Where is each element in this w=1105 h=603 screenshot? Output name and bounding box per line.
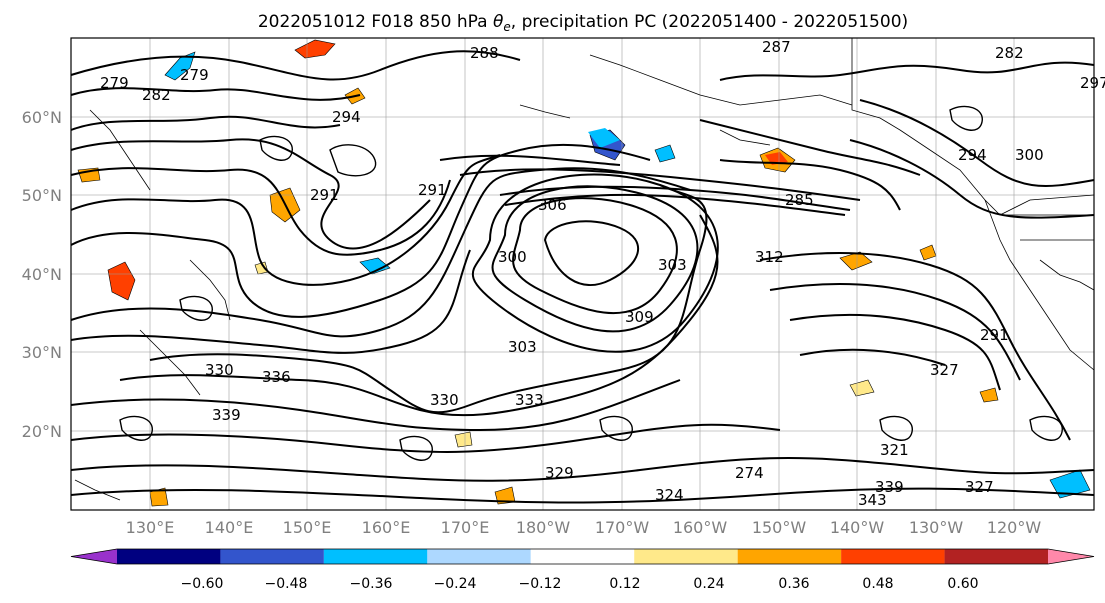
colorbar-tick-label: −0.12 bbox=[519, 576, 562, 592]
map-panel: 288 287 282 282 279 294 291 291 300 306 … bbox=[70, 37, 1105, 511]
contour-label: 297 bbox=[1080, 74, 1105, 92]
contour-label: 327 bbox=[965, 478, 994, 496]
contour-label: 300 bbox=[1015, 146, 1044, 164]
contour-label: 279 bbox=[100, 74, 129, 92]
contour-label: 291 bbox=[310, 186, 339, 204]
colorbar-cell bbox=[634, 549, 738, 564]
contour-label: 333 bbox=[515, 391, 544, 409]
contour-labels: 288 287 282 282 279 294 291 291 300 306 … bbox=[100, 38, 1105, 509]
contour-label: 303 bbox=[658, 256, 687, 274]
contour-label: 274 bbox=[735, 464, 764, 482]
colorbar-ticks: −0.60 −0.48 −0.36 −0.24 −0.12 0.12 0.24 … bbox=[181, 576, 979, 592]
precipitation-shading bbox=[77, 39, 1091, 507]
colorbar-cell bbox=[220, 549, 324, 564]
colorbar-tick-label: 0.60 bbox=[947, 576, 978, 592]
contour-label: 312 bbox=[755, 248, 784, 266]
colorbar-tick-label: −0.36 bbox=[350, 576, 393, 592]
longitude-label: 180°W bbox=[516, 518, 571, 537]
colorbar-cell bbox=[944, 549, 1048, 564]
colorbar-cell bbox=[323, 549, 428, 564]
figure-title: 2022051012 F018 850 hPa θe, precipitatio… bbox=[258, 12, 908, 34]
contour-label: 339 bbox=[875, 478, 904, 496]
colorbar-cell bbox=[71, 549, 117, 564]
contour-label: 336 bbox=[262, 368, 291, 386]
contour-label: 282 bbox=[142, 86, 171, 104]
longitude-label: 140°W bbox=[830, 518, 885, 537]
colorbar-tick-label: −0.48 bbox=[265, 576, 308, 592]
colorbar: −0.60 −0.48 −0.36 −0.24 −0.12 0.12 0.24 … bbox=[70, 548, 1095, 592]
longitude-label: 150°E bbox=[283, 518, 332, 537]
colorbar-tick-label: 0.48 bbox=[862, 576, 893, 592]
longitude-label: 130°E bbox=[126, 518, 175, 537]
contour-label: 294 bbox=[958, 146, 987, 164]
latitude-labels: 60°N 50°N 40°N 30°N 20°N bbox=[22, 108, 62, 441]
contour-label: 291 bbox=[418, 181, 447, 199]
longitude-labels: 130°E 140°E 150°E 160°E 170°E 180°W 170°… bbox=[126, 518, 1042, 537]
colorbar-cell bbox=[737, 549, 842, 564]
coastlines bbox=[74, 38, 1095, 501]
theta-e-contours bbox=[70, 50, 1095, 504]
contour-label: 343 bbox=[858, 491, 887, 509]
latitude-label: 60°N bbox=[22, 108, 62, 127]
contour-label: 303 bbox=[508, 338, 537, 356]
latitude-label: 30°N bbox=[22, 343, 62, 362]
colorbar-cell bbox=[841, 549, 945, 564]
contour-label: 339 bbox=[212, 406, 241, 424]
colorbar-tick-label: 0.36 bbox=[778, 576, 809, 592]
colorbar-tick-label: −0.24 bbox=[434, 576, 477, 592]
colorbar-tick-label: 0.24 bbox=[693, 576, 724, 592]
contour-label: 327 bbox=[930, 361, 959, 379]
longitude-label: 170°E bbox=[441, 518, 490, 537]
contour-label: 330 bbox=[430, 391, 459, 409]
gridlines bbox=[71, 38, 1094, 510]
colorbar-cell bbox=[530, 549, 635, 564]
contour-label: 324 bbox=[655, 486, 684, 504]
colorbar-cell bbox=[427, 549, 531, 564]
contour-label: 279 bbox=[180, 66, 209, 84]
contour-label: 321 bbox=[880, 441, 909, 459]
contour-label: 282 bbox=[995, 44, 1024, 62]
latitude-label: 40°N bbox=[22, 265, 62, 284]
map-frame bbox=[70, 37, 1095, 511]
contour-label: 294 bbox=[332, 108, 361, 126]
longitude-label: 170°W bbox=[595, 518, 650, 537]
contour-label: 330 bbox=[205, 361, 234, 379]
colorbar-outline bbox=[70, 548, 1095, 565]
colorbar-tick-label: 0.12 bbox=[609, 576, 640, 592]
contour-label: 291 bbox=[980, 326, 1009, 344]
colorbar-cell bbox=[1048, 549, 1094, 564]
contour-label: 300 bbox=[498, 248, 527, 266]
colorbar-cells bbox=[70, 548, 1095, 565]
longitude-label: 120°W bbox=[987, 518, 1042, 537]
longitude-label: 140°E bbox=[205, 518, 254, 537]
contour-label: 285 bbox=[785, 191, 814, 209]
longitude-label: 150°W bbox=[752, 518, 807, 537]
contour-label: 309 bbox=[625, 308, 654, 326]
colorbar-cell bbox=[117, 549, 221, 564]
latitude-label: 20°N bbox=[22, 422, 62, 441]
contour-label: 287 bbox=[762, 38, 791, 56]
longitude-label: 130°W bbox=[909, 518, 964, 537]
colorbar-tick-label: −0.60 bbox=[181, 576, 224, 592]
longitude-label: 160°E bbox=[362, 518, 411, 537]
contour-label: 329 bbox=[545, 464, 574, 482]
contour-label: 288 bbox=[470, 44, 499, 62]
contour-label: 306 bbox=[538, 196, 567, 214]
latitude-label: 50°N bbox=[22, 186, 62, 205]
longitude-label: 160°W bbox=[673, 518, 728, 537]
